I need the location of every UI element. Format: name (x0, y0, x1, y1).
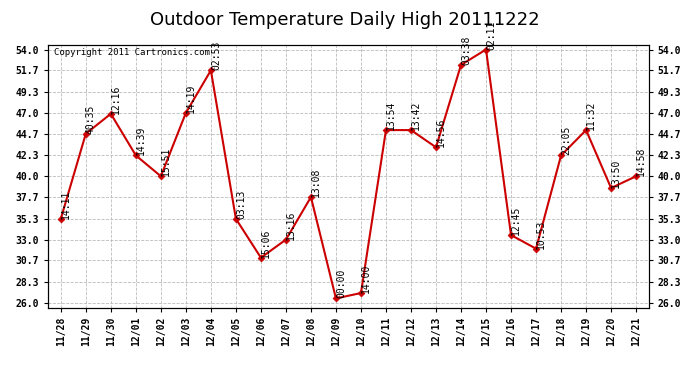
Text: Copyright 2011 Cartronics.com: Copyright 2011 Cartronics.com (55, 48, 210, 57)
Text: 14:19: 14:19 (186, 84, 196, 113)
Text: 13:42: 13:42 (411, 101, 421, 130)
Text: 14:00: 14:00 (361, 264, 371, 293)
Text: 14:39: 14:39 (136, 126, 146, 155)
Text: 02:11: 02:11 (486, 20, 496, 50)
Text: 14:11: 14:11 (61, 189, 71, 219)
Text: 13:08: 13:08 (311, 168, 321, 197)
Text: 15:06: 15:06 (261, 228, 271, 258)
Text: 22:05: 22:05 (561, 126, 571, 155)
Text: 15:51: 15:51 (161, 147, 171, 176)
Text: 02:53: 02:53 (211, 41, 221, 70)
Text: 10:53: 10:53 (536, 219, 546, 249)
Text: 14:56: 14:56 (436, 118, 446, 147)
Text: 13:16: 13:16 (286, 210, 296, 240)
Text: 03:38: 03:38 (461, 36, 471, 65)
Text: 11:32: 11:32 (586, 101, 596, 130)
Text: 13:50: 13:50 (611, 159, 621, 188)
Text: Outdoor Temperature Daily High 20111222: Outdoor Temperature Daily High 20111222 (150, 11, 540, 29)
Text: 12:45: 12:45 (511, 206, 521, 235)
Text: 14:58: 14:58 (636, 147, 646, 176)
Text: 12:16: 12:16 (111, 84, 121, 114)
Text: 03:13: 03:13 (236, 189, 246, 219)
Text: 40:35: 40:35 (86, 104, 96, 134)
Text: 13:54: 13:54 (386, 101, 396, 130)
Text: 00:00: 00:00 (336, 269, 346, 298)
